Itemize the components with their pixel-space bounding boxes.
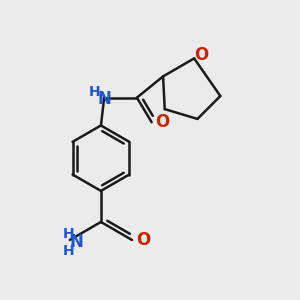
Text: O: O [194, 46, 208, 64]
Text: N: N [97, 90, 111, 108]
Text: H: H [62, 227, 74, 241]
Text: O: O [155, 113, 169, 131]
Text: O: O [136, 231, 150, 249]
Text: N: N [70, 232, 83, 250]
Text: H: H [89, 85, 101, 99]
Text: H: H [62, 244, 74, 258]
